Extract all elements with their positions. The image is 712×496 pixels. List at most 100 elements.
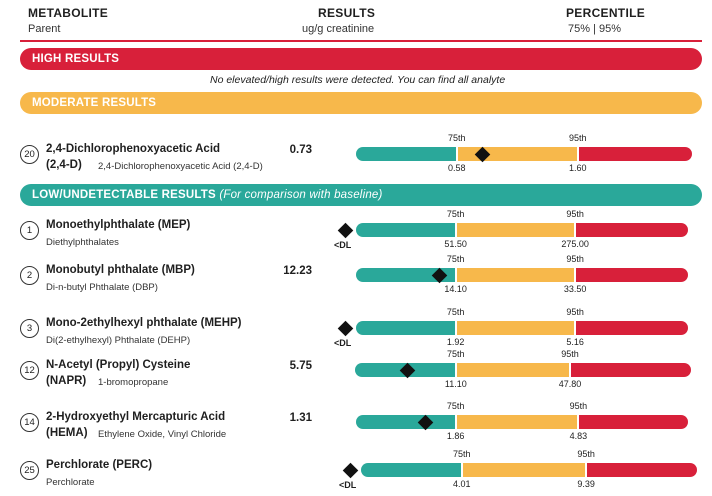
below-75th-segment [356, 147, 457, 161]
high-results-band: HIGH RESULTS [20, 48, 702, 70]
75th-tick-label: 75th [446, 254, 465, 264]
percentile-bar [356, 415, 688, 429]
low-row-25: 25 Perchlorate (PERC) Perchlorate 75th 95th 4… [0, 449, 712, 496]
95th-value: 4.83 [569, 431, 588, 441]
95th-tick-label: 95th [566, 307, 584, 317]
parent-compound: Diethylphthalates [46, 237, 119, 248]
75th-value: 14.10 [444, 284, 467, 294]
low-row-14: 14 2-Hydroxyethyl Mercapturic Acid (HEMA) E… [0, 401, 712, 450]
item-number-badge: 12 [20, 361, 39, 380]
percentile-bar [356, 321, 688, 335]
parent-compound: 2,4-Dichlorophenoxyacetic Acid (2,4-D) [98, 161, 263, 172]
75th-value: 1.92 [446, 337, 465, 347]
parent-compound: Di-n-butyl Phthalate (DBP) [46, 282, 158, 293]
item-number-badge: 14 [20, 413, 39, 432]
result-value: 0.73 [289, 144, 312, 156]
low-results-note: (For comparison with baseline) [219, 189, 383, 201]
analyte-name: 2,4-Dichlorophenoxyacetic Acid [46, 143, 221, 155]
75th-tick-label: 75th [446, 209, 465, 219]
75th-divider [454, 321, 457, 335]
95th-tick-label: 95th [568, 133, 587, 143]
below-detection-label: <DL [339, 480, 357, 490]
percentile-bar [356, 147, 692, 161]
75th-divider [455, 147, 458, 161]
low-row-1: 1 Monoethylphthalate (MEP) Diethylphthalat… [0, 209, 712, 258]
result-marker [337, 222, 354, 239]
below-75th-segment [356, 268, 456, 282]
75th-divider [454, 223, 457, 237]
95th-divider [574, 223, 577, 237]
low-row-2: 2 Monobutyl phthalate (MBP) Di-n-butyl Pht… [0, 254, 712, 303]
analyte-abbreviation: (HEMA) [46, 427, 88, 439]
parent-compound: Di(2-ethylhexyl) Phthalate (DEHP) [46, 335, 191, 346]
result-value: 5.75 [289, 360, 312, 372]
above-95th-segment [586, 463, 697, 477]
95th-value: 9.39 [577, 479, 595, 489]
item-number-badge: 3 [20, 319, 39, 338]
95th-tick-label: 95th [577, 449, 595, 459]
75th-95th-segment [455, 321, 576, 335]
percentile-subheader: 75% | 95% [568, 23, 622, 35]
item-number-badge: 25 [20, 461, 39, 480]
95th-value: 1.60 [568, 163, 587, 173]
75th-95th-segment [455, 415, 579, 429]
moderate-results-band: MODERATE RESULTS [20, 92, 702, 114]
95th-tick-label: 95th [566, 254, 584, 264]
75th-95th-segment [455, 223, 576, 237]
parent-compound: 1-bromopropane [98, 377, 169, 388]
75th-tick-label: 75th [448, 133, 466, 143]
95th-value: 33.50 [563, 284, 587, 294]
75th-value: 4.01 [453, 479, 471, 489]
percentile-header: PERCENTILE [566, 6, 646, 20]
above-95th-segment [570, 363, 691, 377]
75th-tick-label: 75th [446, 307, 465, 317]
above-95th-segment [575, 268, 688, 282]
above-95th-segment [578, 415, 688, 429]
above-95th-segment [577, 147, 692, 161]
results-header: RESULTS [318, 6, 376, 20]
75th-tick-label: 75th [453, 449, 471, 459]
units-subheader: ug/g creatinine [302, 23, 375, 35]
below-detection-label: <DL [334, 338, 352, 348]
above-95th-segment [575, 321, 688, 335]
analyte-abbreviation: (2,4-D) [46, 159, 82, 171]
metabolite-header: METABOLITE [28, 6, 109, 20]
75th-tick-label: 75th [447, 349, 465, 359]
result-value: 12.23 [283, 265, 312, 277]
95th-tick-label: 95th [566, 209, 584, 219]
75th-95th-segment [461, 463, 587, 477]
95th-value: 47.80 [558, 379, 582, 389]
analyte-name: N-Acetyl (Propyl) Cysteine [46, 359, 191, 371]
75th-value: 1.86 [446, 431, 465, 441]
percentile-bar [361, 463, 697, 477]
low-results-label: LOW/UNDETECTABLE RESULTS [32, 189, 216, 201]
percentile-bar [355, 363, 691, 377]
analyte-name: Monobutyl phthalate (MBP) [46, 264, 195, 276]
95th-tick-label: 95th [561, 349, 579, 359]
95th-value: 5.16 [566, 337, 584, 347]
analyte-name: 2-Hydroxyethyl Mercapturic Acid [46, 411, 226, 423]
75th-value: 11.10 [444, 379, 467, 389]
95th-divider [576, 147, 579, 161]
low-row-12: 12 N-Acetyl (Propyl) Cysteine (NAPR) 1-brom… [0, 349, 712, 398]
95th-tick-label: 95th [569, 401, 588, 411]
item-number-badge: 20 [20, 145, 39, 164]
95th-divider [574, 321, 577, 335]
below-75th-segment [361, 463, 462, 477]
75th-value: 51.50 [444, 239, 467, 249]
75th-divider [460, 463, 463, 477]
95th-divider [577, 415, 580, 429]
above-95th-segment [575, 223, 688, 237]
result-marker [342, 462, 359, 479]
below-75th-segment [356, 223, 456, 237]
high-results-label: HIGH RESULTS [32, 53, 120, 65]
below-75th-segment [356, 321, 456, 335]
item-number-badge: 2 [20, 266, 39, 285]
analyte-name: Mono-2ethylhexyl phthalate (MEHP) [46, 317, 242, 329]
75th-divider [454, 415, 457, 429]
75th-divider [454, 363, 457, 377]
result-value: 1.31 [289, 412, 312, 424]
parent-subheader: Parent [28, 23, 61, 35]
item-number-badge: 1 [20, 221, 39, 240]
75th-95th-segment [455, 268, 576, 282]
